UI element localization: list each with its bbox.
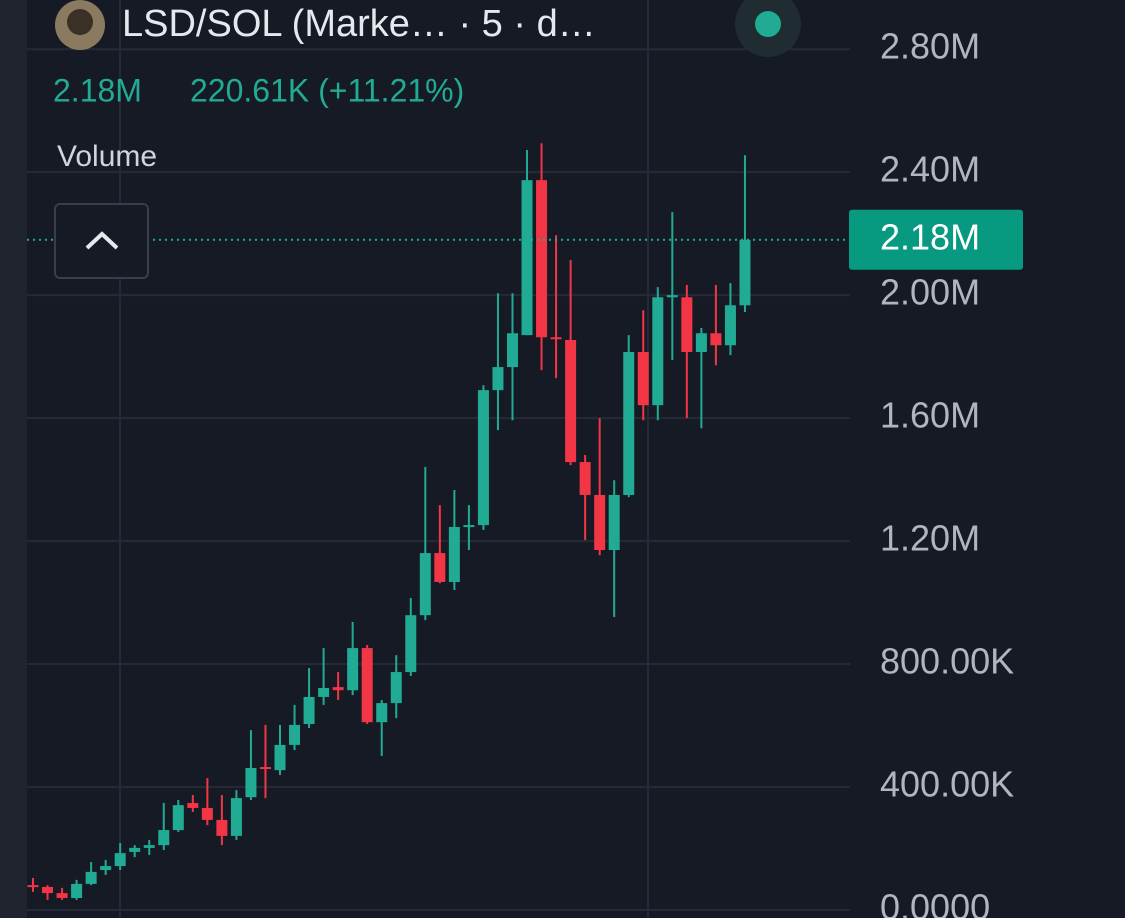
candle-body	[114, 853, 126, 867]
candle-body	[550, 337, 562, 340]
candle-body	[390, 672, 402, 704]
status-dot	[755, 11, 781, 37]
last-price-label: 2.18M	[880, 216, 980, 257]
candle-body	[506, 333, 518, 368]
candle-body	[405, 615, 417, 673]
candle-body	[230, 798, 242, 836]
candle-body	[143, 845, 155, 848]
candle-body	[565, 340, 577, 463]
candle-body	[332, 687, 344, 691]
y-tick-label: 1.20M	[880, 518, 980, 559]
candle-body	[129, 847, 141, 852]
candle-body	[158, 830, 170, 846]
candle-body	[579, 462, 591, 495]
chevron-icon	[85, 231, 119, 250]
candle-body	[56, 893, 68, 899]
candle-body	[85, 871, 97, 884]
indicator-label: Volume	[57, 140, 157, 173]
candle-body	[710, 333, 722, 346]
candle-body	[463, 525, 475, 528]
price-change: 220.61K (+11.21%)	[190, 72, 464, 108]
grid	[27, 48, 850, 912]
candle-body	[623, 352, 635, 495]
symbol-title: LSD/SOL (Marke… · 5 · d…	[122, 3, 596, 45]
candle-body	[245, 767, 257, 798]
token-icon-face	[67, 9, 93, 35]
candle-body	[318, 688, 330, 697]
y-tick-label: 1.60M	[880, 395, 980, 436]
candle-body	[477, 390, 489, 526]
y-tick-label: 0.0000	[880, 887, 990, 918]
candle-body	[724, 305, 736, 346]
candle-body	[419, 553, 431, 616]
candle-body	[216, 819, 228, 836]
candle-body	[666, 295, 678, 298]
y-tick-label: 2.80M	[880, 26, 980, 67]
y-tick-label: 800.00K	[880, 641, 1014, 682]
candle-body	[201, 807, 213, 820]
candle-body	[434, 553, 446, 582]
candle-body	[289, 724, 301, 745]
candle-body	[303, 696, 315, 725]
candle-body	[347, 648, 359, 691]
candle-body	[594, 494, 606, 551]
candles	[27, 143, 850, 900]
candle-body	[521, 180, 533, 336]
candle-body	[608, 494, 620, 551]
candle-body	[652, 297, 664, 406]
candle-body	[27, 885, 39, 888]
side-strip	[0, 0, 27, 918]
price: 2.18M	[53, 72, 142, 108]
last-price-box	[849, 209, 1023, 270]
y-tick-label: 2.00M	[880, 272, 980, 313]
candle-body	[172, 805, 184, 831]
candle-body	[274, 744, 286, 771]
candle-body	[637, 352, 649, 406]
candle-body	[42, 886, 54, 894]
candle-body	[681, 297, 693, 353]
candle-body	[492, 367, 504, 391]
candle-body	[695, 333, 707, 353]
candle-body	[100, 866, 112, 871]
candle-body	[187, 803, 199, 808]
candle-body	[71, 883, 83, 899]
y-tick-label: 400.00K	[880, 764, 1014, 805]
candle-body	[259, 767, 271, 770]
price-axis: 0.0000 400.00K 800.00K 1.20M 1.60M 2.00M 2.40M…	[849, 26, 1023, 918]
candle-body	[376, 703, 388, 723]
candle-body	[448, 526, 460, 582]
candle-body	[739, 239, 751, 306]
candle-body	[361, 648, 373, 723]
candle-body	[536, 180, 548, 338]
collapse-button[interactable]	[54, 203, 149, 279]
y-tick-label: 2.40M	[880, 149, 980, 190]
